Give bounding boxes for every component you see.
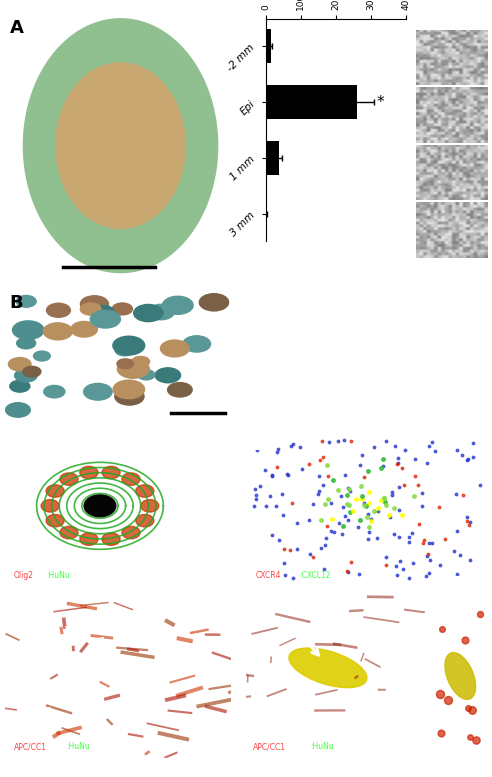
Circle shape: [33, 351, 50, 361]
Circle shape: [46, 514, 64, 527]
Circle shape: [80, 296, 108, 312]
Text: F: F: [9, 599, 22, 617]
Circle shape: [199, 294, 229, 311]
Circle shape: [16, 295, 36, 307]
Polygon shape: [84, 495, 116, 517]
Polygon shape: [24, 19, 217, 273]
Circle shape: [132, 357, 150, 367]
Circle shape: [113, 336, 145, 355]
Text: G: G: [249, 599, 265, 617]
Circle shape: [122, 526, 140, 538]
Bar: [266, 197, 267, 231]
Circle shape: [92, 305, 114, 318]
Bar: [266, 85, 357, 119]
Bar: [266, 141, 279, 175]
Ellipse shape: [445, 653, 476, 699]
Polygon shape: [56, 63, 185, 228]
Circle shape: [10, 380, 30, 392]
Circle shape: [60, 473, 78, 486]
Circle shape: [102, 533, 120, 545]
Circle shape: [15, 369, 37, 382]
Circle shape: [136, 514, 154, 527]
Circle shape: [160, 340, 189, 357]
Circle shape: [17, 338, 35, 349]
Circle shape: [8, 357, 31, 371]
Circle shape: [141, 500, 159, 512]
Circle shape: [5, 402, 31, 417]
Circle shape: [117, 359, 133, 368]
Circle shape: [115, 388, 144, 405]
Text: APC/CC1: APC/CC1: [253, 742, 286, 751]
Text: CXCR4: CXCR4: [256, 571, 281, 580]
Circle shape: [80, 303, 101, 315]
Text: APC/CC1: APC/CC1: [14, 742, 47, 751]
Circle shape: [117, 360, 149, 378]
Text: *: *: [376, 95, 384, 110]
Text: :CXCL12: :CXCL12: [299, 571, 331, 580]
Text: :HuNu: :HuNu: [66, 742, 90, 751]
Circle shape: [44, 385, 65, 398]
Circle shape: [46, 485, 64, 497]
Circle shape: [12, 321, 44, 340]
Circle shape: [47, 303, 70, 317]
Circle shape: [155, 368, 181, 383]
Circle shape: [148, 305, 174, 320]
Circle shape: [43, 322, 72, 340]
Circle shape: [112, 303, 132, 315]
Circle shape: [115, 344, 134, 356]
Circle shape: [23, 366, 41, 377]
Circle shape: [102, 466, 120, 479]
Text: E: E: [251, 436, 263, 454]
Circle shape: [168, 382, 192, 397]
Circle shape: [134, 305, 163, 322]
Circle shape: [113, 380, 145, 399]
Circle shape: [91, 310, 121, 328]
Circle shape: [80, 466, 98, 479]
Circle shape: [136, 485, 154, 497]
Circle shape: [60, 526, 78, 538]
Text: :HuNu: :HuNu: [310, 742, 334, 751]
Text: A: A: [9, 19, 24, 37]
Circle shape: [183, 336, 211, 352]
Circle shape: [138, 370, 155, 380]
Text: B: B: [9, 294, 23, 312]
Text: D: D: [9, 436, 25, 454]
Ellipse shape: [289, 648, 367, 688]
Text: Olig2: Olig2: [14, 571, 34, 580]
Text: :HuNu: :HuNu: [46, 571, 69, 580]
Circle shape: [122, 473, 140, 486]
Circle shape: [84, 383, 112, 400]
Circle shape: [41, 500, 59, 512]
Circle shape: [71, 322, 97, 337]
Circle shape: [162, 296, 193, 314]
Bar: [266, 30, 271, 63]
Circle shape: [80, 533, 98, 545]
